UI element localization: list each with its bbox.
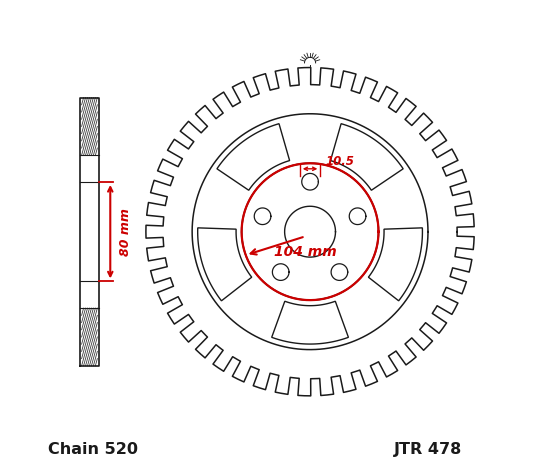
Text: 10.5: 10.5 (326, 155, 354, 168)
Text: 80 mm: 80 mm (119, 208, 132, 256)
Text: 104 mm: 104 mm (274, 246, 337, 259)
Polygon shape (217, 124, 290, 190)
Text: JTR 478: JTR 478 (394, 441, 462, 457)
Polygon shape (272, 301, 348, 344)
Polygon shape (330, 124, 403, 190)
Polygon shape (368, 228, 422, 301)
Polygon shape (80, 98, 99, 366)
Polygon shape (198, 228, 251, 301)
Text: Chain 520: Chain 520 (48, 441, 138, 457)
